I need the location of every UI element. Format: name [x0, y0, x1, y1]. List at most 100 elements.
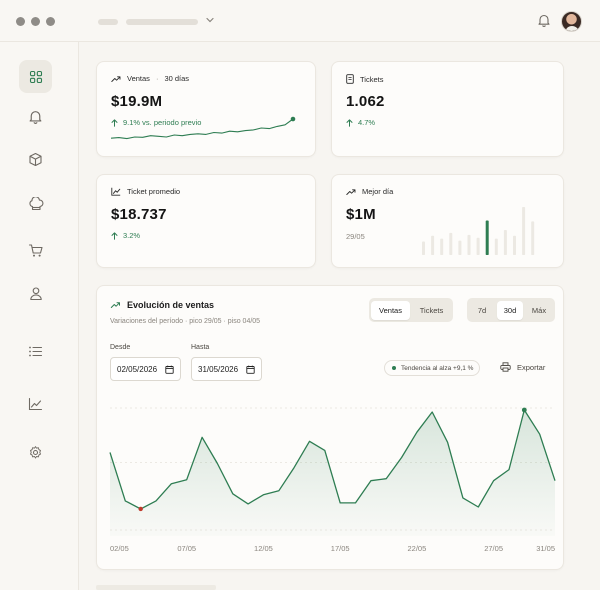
receipt-icon — [346, 74, 354, 84]
mini-bar — [503, 230, 507, 255]
cart-icon — [28, 244, 43, 257]
mini-bar — [494, 238, 498, 255]
sparkline — [111, 116, 296, 140]
avatar[interactable] — [561, 11, 582, 32]
tab-tickets[interactable]: Tickets — [419, 305, 444, 315]
user-icon — [29, 287, 42, 301]
sales-area-chart: 02/05 07/05 12/05 17/05 22/05 27/05 31/05 — [109, 407, 556, 553]
x-tick-label: 12/05 — [254, 544, 273, 553]
desde-date-input[interactable]: 02/05/2026 — [110, 357, 181, 381]
kpi-value: $1M — [346, 206, 376, 223]
mini-bar — [458, 240, 462, 255]
kpi-card-mejor-dia[interactable]: Mejor día $1M 29/05 — [331, 174, 564, 268]
trough-point — [138, 506, 143, 512]
x-tick-label: 17/05 — [331, 544, 350, 553]
trend-dot — [392, 366, 396, 370]
kpi-label: Tickets — [346, 74, 383, 84]
sidebar-item-notifications[interactable] — [19, 100, 52, 133]
chef-hat-icon — [28, 197, 43, 211]
kpi-delta: 3.2% — [111, 231, 140, 240]
x-tick-label: 02/05 — [110, 544, 129, 553]
kpi-card-tickets[interactable]: Tickets 1.062 4.7% — [331, 61, 564, 157]
x-tick-label: 27/05 — [484, 544, 503, 553]
calendar-icon[interactable] — [246, 365, 255, 374]
window-dot[interactable] — [46, 17, 55, 26]
bell-icon[interactable] — [537, 13, 551, 28]
mini-bar — [440, 238, 444, 255]
arrow-up-icon — [346, 118, 353, 127]
range-toggle: 7d 30d Máx — [467, 298, 555, 322]
kpi-card-ticket-promedio[interactable]: Ticket promedio $18.737 3.2% — [96, 174, 316, 268]
trending-up-icon — [110, 302, 120, 308]
kpi-delta: 9.1% vs. periodo previo — [111, 118, 201, 127]
sidebar-item-cart[interactable] — [19, 234, 52, 267]
mini-bar — [531, 221, 535, 255]
breadcrumb-placeholder[interactable] — [126, 19, 198, 25]
kpi-label: Ticket promedio — [111, 187, 180, 196]
series-line — [109, 409, 556, 510]
sidebar-item-settings[interactable] — [19, 436, 52, 469]
kpi-card-ventas[interactable]: Ventas · 30 días $19.9M 9.1% vs. periodo… — [96, 61, 316, 157]
kpi-value: $18.737 — [111, 206, 167, 223]
kpi-value: $19.9M — [111, 93, 163, 110]
trend-badge: Tendencia al alza +9,1 % — [384, 360, 481, 376]
peak-point — [521, 407, 527, 413]
sidebar-item-kitchen[interactable] — [19, 188, 52, 221]
chart-subtitle: Variaciones del período · pico 29/05 · p… — [110, 318, 261, 325]
mini-bar — [467, 234, 471, 255]
kpi-title: Tickets — [360, 74, 384, 84]
hasta-date-input[interactable]: 31/05/2026 — [191, 357, 262, 381]
x-tick-label: 22/05 — [408, 544, 427, 553]
mini-bar — [431, 235, 435, 255]
trending-up-icon — [346, 188, 356, 195]
x-tick-label: 07/05 — [177, 544, 196, 553]
tab-30d[interactable]: 30d — [497, 300, 523, 320]
window-controls — [16, 17, 55, 26]
export-button[interactable]: Exportar — [500, 362, 545, 372]
list-icon — [29, 346, 43, 357]
sparkline-endpoint — [290, 116, 296, 122]
gear-icon — [30, 446, 41, 459]
sales-evolution-card: Evolución de ventas Variaciones del perí… — [96, 285, 564, 570]
kpi-title: Ventas — [127, 74, 150, 83]
sidebar-item-reports[interactable] — [19, 387, 52, 420]
mini-bar — [422, 241, 425, 255]
chart-icon — [28, 397, 43, 410]
kpi-title: Mejor día — [362, 187, 394, 196]
desde-label: Desde — [110, 344, 131, 351]
hasta-label: Hasta — [191, 344, 210, 351]
breadcrumb-placeholder[interactable] — [98, 19, 118, 25]
mini-bar — [476, 237, 480, 255]
chart-title: Evolución de ventas — [110, 300, 214, 310]
calendar-icon[interactable] — [165, 365, 174, 374]
kpi-label: Mejor día — [346, 187, 393, 196]
kpi-period: 30 días — [164, 74, 190, 83]
metric-toggle: Ventas Tickets — [369, 298, 453, 322]
window-dot[interactable] — [16, 17, 25, 26]
kpi-date: 29/05 — [346, 232, 365, 241]
window-dot[interactable] — [31, 17, 40, 26]
top-bar — [0, 0, 600, 42]
mini-bar — [449, 232, 453, 255]
tab-7d[interactable]: 7d — [477, 305, 487, 315]
sidebar-item-users[interactable] — [19, 277, 52, 310]
kpi-label: Ventas · 30 días — [111, 74, 189, 83]
box-icon — [29, 152, 42, 167]
dashboard-grid-icon — [29, 70, 42, 83]
section-label-placeholder — [96, 585, 216, 590]
chevron-down-icon[interactable] — [205, 15, 215, 25]
sidebar-item-products[interactable] — [19, 143, 52, 176]
area-fill — [110, 410, 555, 536]
kpi-value: 1.062 — [346, 93, 385, 110]
sidebar-item-dashboard[interactable] — [19, 60, 52, 93]
trending-up-icon — [111, 75, 121, 82]
kpi-delta: 4.7% — [346, 118, 375, 127]
arrow-up-icon — [111, 118, 118, 127]
mini-bar — [513, 235, 516, 255]
sidebar-item-list[interactable] — [19, 335, 52, 368]
tab-ventas[interactable]: Ventas — [371, 300, 410, 320]
x-tick-label: 31/05 — [536, 544, 555, 553]
sparkline-line — [111, 118, 294, 140]
mini-bar-highlight — [485, 220, 489, 255]
tab-max[interactable]: Máx — [531, 305, 547, 315]
